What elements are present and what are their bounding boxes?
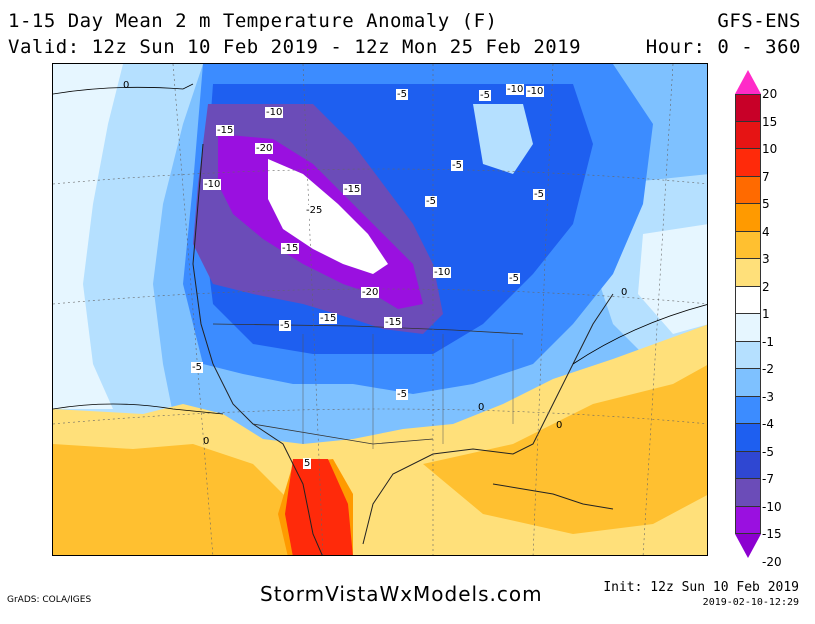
- colorbar-swatch: [735, 149, 761, 177]
- contour-label: 0: [556, 420, 563, 431]
- warm-orange-atlantic: [423, 365, 707, 534]
- pacific-near-zero-zone: [53, 64, 123, 409]
- contour-label: -20: [361, 287, 380, 298]
- contour-label: -15: [384, 317, 403, 328]
- site-watermark: StormVistaWxModels.com: [260, 582, 543, 606]
- contour-label: -20: [255, 143, 274, 154]
- colorbar-bottom-arrow: [735, 534, 761, 558]
- contour-label: -10: [433, 267, 452, 278]
- contour-label: -5: [279, 320, 291, 331]
- colorbar-tick-label: -7: [762, 472, 774, 486]
- contour-label: -15: [281, 243, 300, 254]
- zero-contour-atlantic: [572, 304, 707, 365]
- contour-label: -5: [396, 89, 408, 100]
- contour-label: -10: [526, 86, 545, 97]
- colorbar-tick-label: -3: [762, 389, 774, 404]
- colorbar-tick-label: 4: [762, 224, 770, 239]
- model-name: GFS-ENS: [717, 10, 801, 32]
- contour-label: -5: [533, 189, 545, 200]
- colorbar-swatch: [735, 314, 761, 342]
- map-title: 1-15 Day Mean 2 m Temperature Anomaly (F…: [8, 10, 498, 32]
- colorbar-tick-label: 5: [762, 197, 770, 211]
- colorbar-tick-label: 10: [762, 142, 778, 156]
- colorbar: [735, 70, 761, 558]
- colorbar-tick-label: -10: [762, 499, 782, 514]
- colorbar-swatch: [735, 94, 761, 122]
- colorbar-tick-label: -2: [762, 362, 774, 376]
- timestamp: 2019-02-10-12:29: [702, 597, 799, 608]
- contour-label: -10: [203, 179, 222, 190]
- colorbar-swatch: [735, 369, 761, 397]
- longitude-grid: [172, 64, 674, 555]
- colorbar-tick-label: -4: [762, 417, 774, 431]
- colorbar-tick-label: -1: [762, 334, 774, 349]
- init-time: Init: 12z Sun 10 Feb 2019: [603, 580, 799, 595]
- contour-label: 5: [303, 458, 312, 469]
- colorbar-tick-label: 7: [762, 169, 770, 184]
- contour-label: -5: [508, 273, 520, 284]
- contour-label: -5: [479, 90, 491, 101]
- caribbean-coastline: [492, 483, 614, 510]
- colorbar-tick-label: 3: [762, 252, 770, 266]
- contour-label: 0: [621, 287, 628, 298]
- map-canvas: [53, 64, 707, 555]
- colorbar-tick-label: -15: [762, 527, 782, 541]
- valid-period: Valid: 12z Sun 10 Feb 2019 - 12z Mon 25 …: [8, 36, 582, 58]
- contour-label: -10: [265, 107, 284, 118]
- forecast-hour-range: Hour: 0 - 360: [645, 36, 801, 58]
- colorbar-tick-label: -5: [762, 444, 774, 459]
- colorbar-swatch: [735, 341, 761, 369]
- arctic-light-patch: [473, 104, 533, 174]
- colorbar-tick-label: 20: [762, 87, 778, 101]
- colorbar-swatch: [735, 231, 761, 259]
- contour-label: 0: [203, 436, 210, 447]
- pacific-coastline: [192, 143, 323, 555]
- state-lines: [302, 334, 514, 449]
- colorbar-swatch: [735, 176, 761, 204]
- us-mexico-border: [252, 423, 434, 445]
- contour-label: -5: [451, 160, 463, 171]
- contour-label: 0: [478, 402, 485, 413]
- colorbar-swatch: [735, 121, 761, 149]
- colorbar-tick-label: 15: [762, 114, 778, 129]
- zero-contour-north-pacific: [53, 83, 194, 95]
- colorbar-swatch: [735, 204, 761, 232]
- contour-label: -5: [191, 362, 203, 373]
- colorbar-swatch: [735, 286, 761, 314]
- colorbar-swatch: [735, 259, 761, 287]
- colorbar-tick-label: 2: [762, 279, 770, 294]
- colorbar-swatch: [735, 451, 761, 479]
- colorbar-swatch: [735, 479, 761, 507]
- contour-label: -5: [425, 196, 437, 207]
- colorbar-top-arrow: [735, 70, 761, 94]
- colorbar-swatch: [735, 396, 761, 424]
- atlantic-gulf-coastline: [362, 293, 614, 545]
- colorbar-swatch: [735, 424, 761, 452]
- zero-contour-south-pacific: [53, 403, 224, 415]
- white-minus20-core: [268, 159, 388, 274]
- grads-credit: GrADS: COLA/IGES: [7, 595, 92, 605]
- colorbar-tick-label: -20: [762, 554, 782, 569]
- colorbar-tick-label: 1: [762, 307, 770, 321]
- contour-label: 0: [123, 80, 130, 91]
- contour-label: -15: [343, 184, 362, 195]
- colorbar-swatch: [735, 506, 761, 534]
- warm-orange-west: [53, 444, 332, 555]
- contour-label: -15: [216, 125, 235, 136]
- atlantic-near-zero-zone: [638, 224, 707, 334]
- contour-label: -5: [396, 389, 408, 400]
- contour-label: -25: [305, 205, 324, 216]
- contour-label: -10: [506, 84, 525, 95]
- temperature-anomaly-map: 0 -10 -15 -20 -10 -15 -25 -15 -20 -15 -1…: [52, 63, 708, 556]
- contour-label: -15: [319, 313, 338, 324]
